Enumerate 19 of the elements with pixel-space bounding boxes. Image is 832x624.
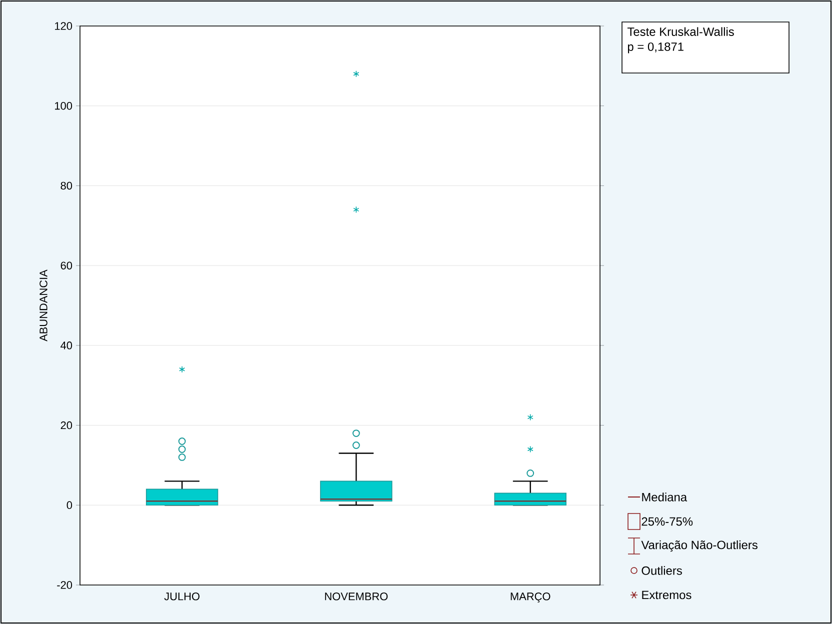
text: Extremos	[642, 590, 692, 600]
y-tick-label: 40	[60, 342, 72, 350]
x-tick-label: JULHO	[164, 592, 200, 600]
y-tick-label: -20	[57, 581, 72, 589]
text: p = 0,1871	[628, 42, 684, 54]
y-axis-title: ABUNDANCIA	[40, 270, 48, 342]
x-tick-label: MARÇO	[510, 592, 550, 602]
y-tick-label: 120	[55, 22, 72, 30]
text: 25%-75%	[642, 517, 693, 526]
y-tick-label: 80	[60, 182, 72, 190]
text: Variação Não-Outliers	[641, 540, 758, 552]
y-tick-label: 20	[60, 421, 72, 430]
x-tick-label: NOVEMBRO	[325, 592, 388, 600]
text: Teste Kruskal-Wallis	[627, 27, 734, 36]
y-tick-label: 100	[55, 102, 72, 110]
y-tick-label: 60	[60, 262, 72, 270]
text: Outliers	[642, 566, 682, 575]
text: Mediana	[642, 492, 688, 502]
y-tick-label: 0	[66, 501, 72, 510]
